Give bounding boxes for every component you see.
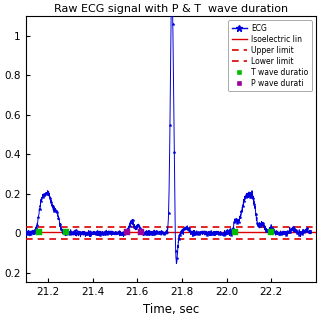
ECG xyxy=(249,192,253,196)
Legend: ECG, Isoelectric lin, Upper limit, Lower limit, T wave duratio, P wave durati: ECG, Isoelectric lin, Upper limit, Lower… xyxy=(228,20,312,91)
ECG xyxy=(155,231,159,235)
ECG xyxy=(309,231,313,235)
ECG xyxy=(163,231,166,235)
ECG xyxy=(38,204,42,208)
ECG xyxy=(174,262,178,266)
ECG xyxy=(301,230,305,234)
Line: ECG: ECG xyxy=(24,0,313,265)
ECG xyxy=(301,232,305,236)
X-axis label: Time, sec: Time, sec xyxy=(142,303,199,316)
Title: Raw ECG signal with P & T  wave duration: Raw ECG signal with P & T wave duration xyxy=(54,4,288,14)
ECG xyxy=(24,229,28,233)
